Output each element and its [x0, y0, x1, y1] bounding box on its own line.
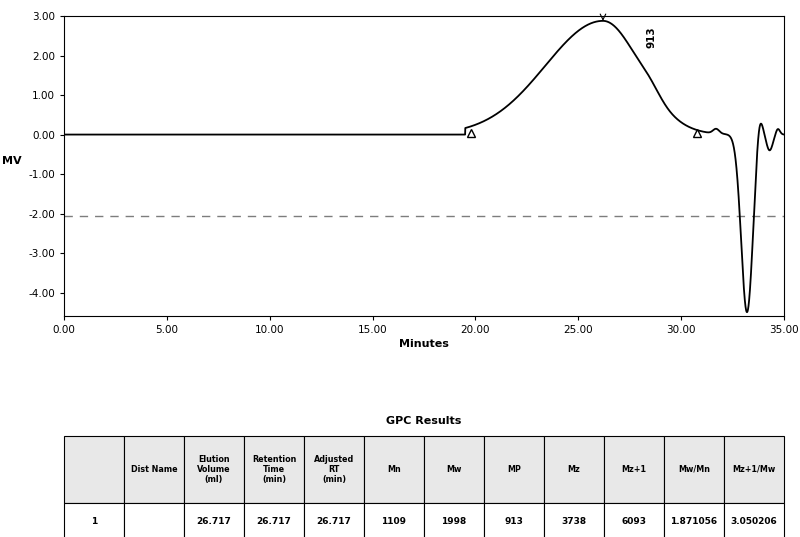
Text: 913: 913 — [646, 26, 656, 48]
Text: GPC Results: GPC Results — [386, 416, 462, 426]
X-axis label: Minutes: Minutes — [399, 339, 449, 350]
Y-axis label: MV: MV — [2, 156, 22, 166]
